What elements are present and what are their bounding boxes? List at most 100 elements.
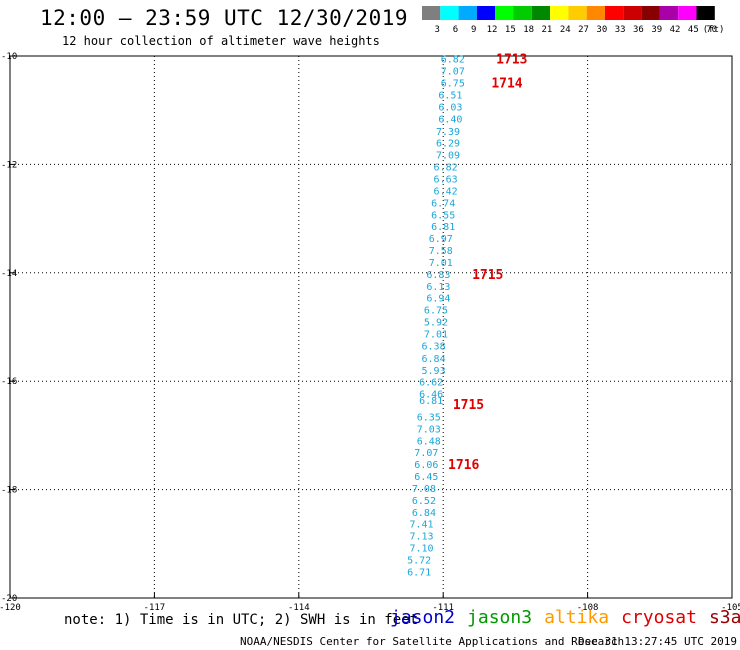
color-scale-legend: 3 6 9 12 15 18 21 24 27 30 33 36 39 42 45 70(ft) (422, 6, 725, 35)
wave-height-point: 7.41 (409, 520, 433, 531)
wave-height-point: 6.75 (424, 306, 448, 317)
wave-height-point: 6.35 (417, 412, 441, 423)
y-tick-label: -18 (1, 486, 17, 496)
footer-credit: NOAA/NESDIS Center for Satellite Applica… (240, 635, 625, 648)
y-tick-label: -20 (1, 594, 17, 604)
time-label: 1715 (453, 398, 484, 413)
scale-label: 24 (560, 25, 571, 35)
scale-label: 30 (596, 25, 607, 35)
x-tick-label: -120 (0, 603, 21, 613)
x-tick-label: -108 (577, 603, 599, 613)
wave-height-point: 6.62 (419, 378, 443, 389)
scale-label: 3 (434, 25, 439, 35)
scale-label: 18 (523, 25, 534, 35)
wave-height-point: 6.82 (434, 163, 458, 174)
scale-swatch (550, 6, 569, 20)
plot-frame (9, 55, 733, 599)
wave-height-point: 6.81 (419, 396, 443, 407)
wave-height-point: 7.01 (429, 258, 453, 269)
wave-height-point: 7.10 (409, 544, 433, 555)
wave-height-point: 6.83 (426, 270, 450, 281)
x-tick-label: -105 (721, 603, 740, 613)
wave-height-point: 5.72 (407, 556, 431, 567)
y-tick-label: -10 (1, 52, 17, 62)
time-label: 1715 (472, 268, 503, 283)
scale-swatch (458, 6, 477, 20)
scale-label: 21 (542, 25, 553, 35)
note-text: note: 1) Time is in UTC; 2) SWH is in fe… (64, 612, 419, 628)
scale-swatch (440, 6, 459, 20)
satellite-altika: altika (544, 607, 610, 628)
wave-height-point: 6.03 (438, 102, 462, 113)
wave-height-point: 6.84 (412, 508, 436, 519)
scale-label: 70 (706, 25, 717, 35)
scale-swatch (531, 6, 551, 20)
scale-label: 33 (615, 25, 626, 35)
scale-label: 12 (487, 25, 498, 35)
scale-label: 27 (578, 25, 589, 35)
wave-height-point: 7.01 (424, 330, 448, 341)
wave-height-point: 5.93 (422, 366, 446, 377)
wave-height-point: 6.97 (429, 234, 453, 245)
scale-swatch (605, 6, 624, 20)
satellite-jason2: jason2 (390, 607, 456, 628)
y-tick-label: -14 (1, 269, 17, 279)
scale-swatch (568, 6, 587, 20)
wave-height-point: 6.45 (414, 472, 438, 483)
wave-height-point: 6.55 (431, 210, 455, 221)
scale-swatch (586, 6, 605, 20)
wave-height-point: 6.06 (414, 460, 438, 471)
wave-height-point: 7.07 (441, 67, 465, 78)
scale-label: 39 (651, 25, 662, 35)
scale-unit: (ft) (703, 25, 725, 35)
wave-height-point: 6.51 (438, 90, 462, 101)
scale-swatch (659, 6, 679, 20)
wave-height-point: 7.07 (414, 448, 438, 459)
scale-label: 6 (453, 25, 458, 35)
wave-height-point: 7.39 (436, 127, 460, 138)
time-label: 1713 (496, 53, 527, 68)
wave-height-point: 6.13 (426, 282, 450, 293)
wave-height-point: 6.81 (431, 222, 455, 233)
wave-height-point: 7.13 (409, 532, 433, 543)
satellite-jason3: jason3 (467, 607, 533, 628)
scale-label: 15 (505, 25, 516, 35)
satellite-legend: jason2 jason3 altika cryosat s3a (390, 607, 740, 628)
scale-swatch (641, 6, 660, 20)
scale-label: 36 (633, 25, 644, 35)
scale-swatch (696, 6, 715, 20)
wave-height-point: 6.75 (441, 79, 465, 90)
scale-label: 9 (471, 25, 476, 35)
wave-height-point: 6.71 (407, 567, 431, 578)
time-label: 1716 (448, 458, 479, 473)
footer-timestamp: Dec 31 13:27:45 UTC 2019 (578, 635, 737, 648)
wave-height-point: 7.03 (417, 424, 441, 435)
wave-height-point: 6.38 (422, 341, 446, 352)
scale-swatch (678, 6, 697, 20)
chart-subtitle: 12 hour collection of altimeter wave hei… (62, 34, 380, 48)
x-tick-label: -114 (288, 603, 310, 613)
wave-height-point: 6.48 (417, 436, 441, 447)
wave-height-point: 6.84 (422, 354, 446, 365)
wave-height-point: 5.92 (424, 318, 448, 329)
y-tick-label: -12 (1, 160, 17, 170)
satellite-s3a: s3a (708, 607, 740, 628)
wave-height-point: 7.09 (436, 151, 460, 162)
wave-height-point: 7.58 (429, 246, 453, 257)
wave-height-point: 6.82 (441, 55, 465, 66)
scale-swatch (623, 6, 642, 20)
x-tick-label: -117 (144, 603, 166, 613)
y-tick-label: -16 (1, 377, 17, 387)
scale-label: 42 (670, 25, 681, 35)
wave-height-point: 6.40 (438, 114, 462, 125)
wave-height-point: 6.29 (436, 139, 460, 150)
wave-height-point: 6.46 (419, 390, 443, 401)
chart-title: 12:00 – 23:59 UTC 12/30/2019 (40, 6, 409, 30)
wave-height-point: 6.74 (431, 198, 455, 209)
scale-swatch (513, 6, 532, 20)
satellite-cryosat: cryosat (621, 607, 697, 628)
time-label: 1714 (491, 77, 522, 92)
wave-height-point: 6.63 (434, 174, 458, 185)
wave-height-point: 7.08 (412, 484, 436, 495)
